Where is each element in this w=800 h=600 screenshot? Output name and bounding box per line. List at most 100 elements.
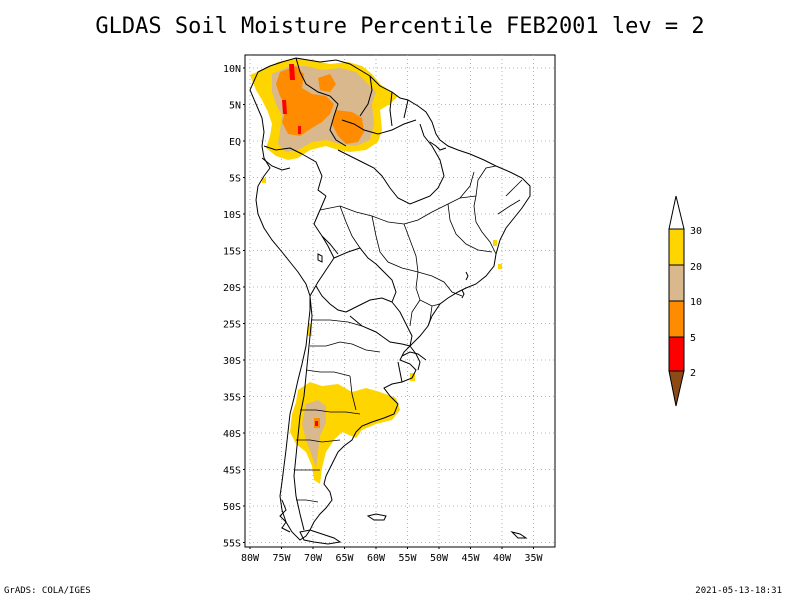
state-line-2 [371,215,419,273]
south-america-coastline [249,57,531,541]
legend-band-5-10 [668,300,685,338]
legend-label-5: 5 [690,333,696,344]
shade-north-orange [276,66,334,136]
prov-line-5 [296,439,341,443]
state-line-6 [459,171,475,199]
prov-line-7 [296,499,319,503]
state-borders [319,165,523,327]
footer-timestamp: 2021-05-13-18:31 [695,586,782,596]
state-line-5 [475,165,497,197]
shade-patch-a [262,178,266,183]
islands [279,141,528,545]
lat-tick-label: 5N [229,101,241,112]
border-ecuador-colombia [263,145,303,155]
legend-label-20: 20 [690,262,702,273]
argentina-provinces [294,319,381,503]
island-falklands [366,513,387,521]
lon-tick-label: 45W [461,553,480,564]
border-ecuador-peru [261,157,291,171]
amazon-mouth [429,141,447,151]
lat-tick-labels: 10N 5N EQ 5S 10S 15S 20S 25S 30S 35S 40S 45S 50S 55S [223,64,245,550]
prov-line-4 [300,409,361,415]
shade-patch-b [493,240,497,246]
border-colombia-venezuela [295,57,347,147]
state-line-1 [319,205,405,225]
shade-north-orange-2 [332,110,364,144]
legend-band-10-20 [668,264,685,302]
legend-label-2: 2 [690,368,696,379]
border-argentina-brazil [409,345,421,371]
prov-line-8 [349,375,357,411]
footer-credit: GrADS: COLA/IGES [4,586,91,596]
shade-south-red [315,421,318,426]
lat-tick-label: 45S [223,466,241,477]
prov-line-2 [310,341,381,353]
shade-south-tan [302,400,326,468]
legend-colorbar: 30 20 10 5 2 [668,195,702,407]
lat-tick-label: 25S [223,320,241,331]
chile-fjords [279,499,291,533]
border-chile-argentina [293,295,313,531]
legend-band-2-5 [668,336,685,372]
state-line-10 [427,305,433,327]
border-bolivia-brazil [333,247,397,303]
lat-tick-label: 40S [223,429,241,440]
lat-tick-label: 50S [223,502,241,513]
prov-line-1 [312,319,363,327]
legend-below-2 [668,370,685,407]
state-line-4 [447,203,493,253]
lat-tick-label: 15S [223,247,241,258]
border-peru-brazil [309,195,335,297]
border-suriname-fguiana [403,99,409,119]
border-argentina-uruguay [397,361,403,383]
state-line-9 [409,299,421,327]
lake-east-1 [465,271,469,281]
state-line-14 [403,223,419,273]
shade-patch-d [308,324,312,336]
legend-band-20-30 [668,228,685,266]
border-bolivia-chile [315,285,347,313]
lat-tick-label: 35S [223,393,241,404]
lon-tick-label: 35W [524,553,543,564]
soil-moisture-shading [250,58,502,484]
lon-tick-label: 65W [335,553,354,564]
lat-tick-label: 10S [223,210,241,221]
country-borders [261,57,445,531]
lon-tick-label: 40W [493,553,512,564]
lat-tick-label: 20S [223,283,241,294]
border-uruguay-brazil [401,351,427,361]
lon-tick-label: 50W [430,553,449,564]
border-colombia-brazil [301,153,327,197]
lon-tick-labels: 80W 75W 70W 65W 60W 55W 50W 45W 40W 35W [241,547,544,564]
lat-tick-label: 55S [223,539,241,550]
shade-north-red-3 [298,126,301,134]
lon-tick-label: 70W [304,553,323,564]
lon-tick-label: 60W [367,553,386,564]
lake-titicaca [317,253,323,263]
state-line-15 [339,205,361,249]
border-guyana-suriname [389,91,393,127]
shade-north-red-2 [282,100,287,114]
map-title: GLDAS Soil Moisture Percentile FEB2001 l… [95,14,705,39]
border-brazil-north [337,123,445,205]
state-line-13 [497,199,521,215]
legend-above-30 [668,195,685,230]
shade-patch-c [498,264,502,269]
state-line-11 [473,195,497,255]
shade-north-red-1 [289,64,295,80]
border-paraguay-argentina [349,315,411,347]
border-bolivia-paraguay [345,297,393,313]
border-venezuela-guyana [359,75,373,117]
legend-label-30: 30 [690,226,702,237]
shade-north-orange-3 [318,74,336,92]
border-paraguay-brazil [391,301,413,347]
lon-tick-label: 80W [241,553,260,564]
island-east [510,531,528,539]
lon-tick-label: 75W [272,553,291,564]
lake-east-2 [461,289,465,299]
lat-tick-label: 30S [223,356,241,367]
state-line-7 [417,271,463,297]
lat-tick-label: 10N [223,64,241,75]
